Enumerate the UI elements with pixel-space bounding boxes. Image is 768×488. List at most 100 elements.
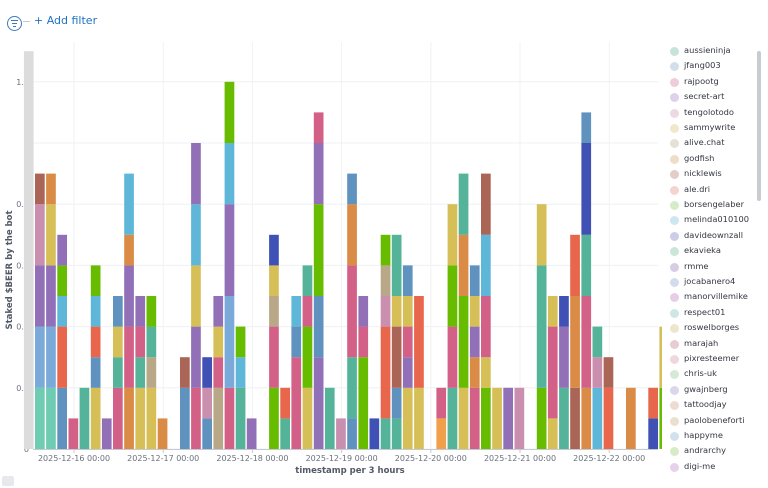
- legend-label: davideownzall: [684, 229, 744, 240]
- legend-item[interactable]: happyme: [670, 429, 750, 444]
- legend-item[interactable]: secret-art: [670, 90, 750, 105]
- legend-item[interactable]: andrarchy: [670, 444, 750, 459]
- legend-item[interactable]: manorvillemike: [670, 290, 750, 305]
- bar-segment: [458, 387, 469, 449]
- legend-item[interactable]: borsengelaber: [670, 198, 750, 213]
- bar-segment: [592, 357, 603, 388]
- bar-segment: [146, 296, 157, 327]
- bar-segment: [146, 387, 157, 449]
- legend-label: chris-uk: [684, 368, 717, 379]
- legend-item[interactable]: jocabanero4: [670, 275, 750, 290]
- legend-label: marajah: [684, 337, 719, 348]
- bar-segment: [380, 326, 391, 419]
- legend-item[interactable]: ale.dri: [670, 183, 750, 198]
- legend-item[interactable]: pixresteemer: [670, 352, 750, 367]
- legend-item[interactable]: tengolotodo: [670, 106, 750, 121]
- bar-segment: [347, 265, 357, 358]
- legend-item[interactable]: marajah: [670, 337, 750, 352]
- x-axis-title: timestamp per 3 hours: [295, 466, 404, 476]
- bar-segment: [547, 326, 558, 419]
- x-tick-label: 2025-12-22 00:00: [573, 454, 645, 463]
- bar-segment: [35, 387, 45, 449]
- legend-item[interactable]: alive.chat: [670, 136, 750, 151]
- bar-segment: [180, 357, 190, 388]
- legend-item[interactable]: jfang003: [670, 59, 750, 74]
- bar-segment: [224, 143, 235, 205]
- bar-segment: [391, 234, 402, 296]
- bar-segment: [391, 418, 402, 449]
- x-tick-label: 2025-12-17 00:00: [127, 454, 199, 463]
- legend-label: respect01: [684, 306, 726, 317]
- legend-item[interactable]: godfish: [670, 152, 750, 167]
- bar-segment: [57, 234, 67, 266]
- bar-segment: [380, 234, 391, 266]
- bar-segment: [124, 326, 134, 388]
- legend-item[interactable]: respect01: [670, 306, 750, 321]
- legend-item[interactable]: roswelborges: [670, 321, 750, 336]
- bar-segment: [90, 387, 101, 449]
- bar-segment: [191, 204, 201, 266]
- bar-segment: [235, 387, 246, 449]
- bar-segment: [536, 204, 547, 266]
- legend-label: sammywrite: [684, 122, 736, 132]
- bar-segment: [235, 326, 246, 358]
- legend-item[interactable]: ekavieka: [670, 244, 750, 259]
- bar-segment: [570, 234, 580, 296]
- bar-segment: [481, 234, 491, 296]
- bar-segment: [291, 326, 302, 358]
- bar-segment: [157, 418, 168, 449]
- bar-segment: [135, 296, 146, 327]
- filter-icon[interactable]: [7, 16, 22, 31]
- legend-item[interactable]: rmme: [670, 260, 750, 275]
- legend-color-dot: [670, 370, 679, 380]
- add-filter-button[interactable]: + Add filter: [34, 14, 98, 27]
- bar-segment: [402, 387, 413, 449]
- legend-label: nicklewis: [684, 168, 722, 179]
- legend-item[interactable]: davideownzall: [670, 229, 750, 244]
- bar-segment: [570, 387, 580, 449]
- bar-segment: [626, 387, 636, 449]
- bar-segment: [659, 326, 662, 388]
- legend-color-dot: [670, 324, 679, 334]
- legend-item[interactable]: nicklewis: [670, 167, 750, 182]
- bar-segment: [235, 357, 246, 388]
- legend-item[interactable]: melinda010100: [670, 213, 750, 228]
- legend-color-dot: [670, 108, 679, 118]
- legend-item[interactable]: chris-uk: [670, 367, 750, 382]
- legend-scrollbar[interactable]: [757, 51, 761, 201]
- legend-label: ekavieka: [684, 245, 721, 256]
- bar-segment: [481, 357, 491, 388]
- bar-segment: [648, 387, 658, 419]
- legend-item[interactable]: tattoodjay: [670, 398, 750, 413]
- legend-item[interactable]: rajpootg: [670, 75, 750, 90]
- bar-segment: [224, 296, 235, 388]
- bar-segment: [202, 357, 212, 388]
- legend-item[interactable]: paolobeneforti: [670, 414, 750, 429]
- bar-segment: [90, 357, 101, 388]
- bar-segment: [202, 418, 212, 449]
- legend-item[interactable]: sammywrite: [670, 121, 750, 136]
- legend-color-dot: [670, 432, 679, 441]
- bar-segment: [324, 387, 335, 449]
- legend-color-dot: [670, 339, 679, 349]
- legend-item[interactable]: gwajnberg: [670, 383, 750, 398]
- bar-segment: [447, 326, 458, 388]
- legend-color-dot: [670, 185, 679, 195]
- filter-divider: [23, 21, 30, 22]
- legend-item[interactable]: aussieninja: [670, 44, 750, 59]
- bar-segment: [46, 173, 56, 205]
- legend-color-dot: [670, 93, 679, 103]
- bar-segment: [46, 265, 56, 327]
- legend-toggle-button[interactable]: [2, 476, 14, 486]
- y-tick-label: 0.6: [16, 261, 29, 270]
- legend-item[interactable]: digi-me: [670, 460, 750, 475]
- bar-segment: [46, 204, 56, 266]
- x-tick-label: 2025-12-21 00:00: [484, 454, 556, 463]
- legend-label: ale.dri: [684, 183, 711, 194]
- bar-segment: [358, 357, 369, 449]
- legend-color-dot: [670, 355, 679, 364]
- legend-label: andrarchy: [684, 445, 727, 456]
- bar-segment: [481, 296, 491, 358]
- bar-segment: [57, 265, 67, 296]
- bar-segment: [269, 387, 279, 449]
